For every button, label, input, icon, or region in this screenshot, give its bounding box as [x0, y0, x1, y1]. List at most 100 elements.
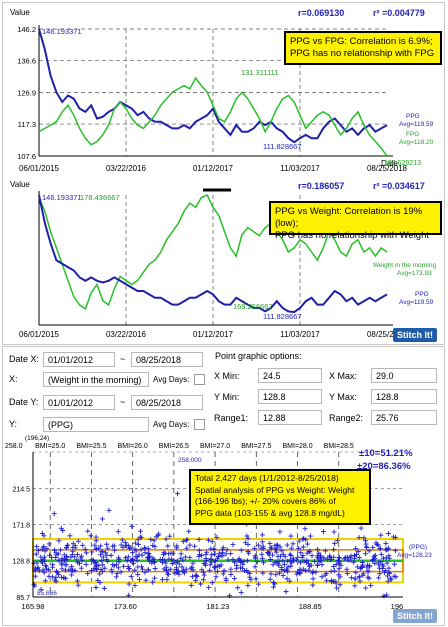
y-avg-days-checkbox[interactable]: [194, 419, 205, 430]
scatter-point: [135, 564, 141, 570]
scatter-point: [78, 565, 84, 571]
scatter-point: [331, 529, 337, 535]
scatter-point: [354, 564, 360, 570]
scatter-point: [230, 556, 236, 562]
scatter-point: [147, 553, 153, 559]
scatter-point: [82, 546, 88, 552]
scatter-point: [252, 545, 258, 551]
stitch-it-watermark-bottom: Stitch It!: [393, 609, 437, 623]
x-max-field[interactable]: 29.0: [371, 368, 437, 383]
scatter-point: [172, 570, 178, 576]
x-min-label: X Min:: [214, 371, 240, 381]
scatter-point: [231, 575, 237, 581]
scatter-point: [202, 561, 208, 567]
scatter-point: [300, 566, 306, 572]
scatter-point: [163, 536, 169, 542]
y-min-field[interactable]: 128.8: [258, 389, 322, 404]
scatter-point: [207, 567, 213, 573]
scatter-point: [85, 570, 91, 576]
scatter-point: [92, 566, 98, 572]
scatter-point: [279, 566, 285, 572]
scatter-point: [150, 542, 156, 548]
scatter-point: [99, 516, 105, 522]
scatter-bmi-label: BMI=27.5: [241, 443, 271, 450]
scatter-point: [93, 585, 99, 591]
scatter-point: [69, 572, 75, 578]
scatter-point: [212, 551, 218, 557]
scatter-point: [363, 551, 369, 557]
scatter-point: [386, 565, 392, 571]
scatter-point: [102, 565, 108, 571]
scatter-point: [351, 559, 357, 565]
date-x-from-field[interactable]: 01/01/2012: [43, 352, 115, 367]
top-charts-svg: Value r=0.069130 r² =0.004779 146.2 136.6…: [10, 8, 436, 339]
scatter-point: [363, 585, 369, 591]
scatter-point: [368, 582, 374, 588]
date-y-from-field[interactable]: 01/01/2012: [43, 395, 115, 410]
scatter-point: [216, 553, 222, 559]
scatter-y-tick-label: 171.8: [12, 523, 30, 530]
range1-field[interactable]: 12.88: [258, 410, 322, 425]
scatter-point: [343, 554, 349, 560]
scatter-point: [142, 569, 148, 575]
scatter-point: [93, 562, 99, 568]
scatter-point: [376, 560, 382, 566]
x-avg-days-checkbox[interactable]: [194, 374, 205, 385]
scatter-point: [324, 578, 330, 584]
scatter-point: [163, 560, 169, 566]
scatter-point: [267, 576, 273, 582]
y-max-field[interactable]: 128.8: [371, 389, 437, 404]
range2-label: Range2:: [329, 413, 364, 423]
scatter-point: [288, 563, 294, 569]
scatter-point: [372, 560, 378, 566]
chart1-x-tick-label: 01/12/2017: [193, 164, 234, 173]
scatter-point: [378, 559, 384, 565]
scatter-point: [196, 537, 202, 543]
scatter-point: [383, 568, 389, 574]
x-variable-field[interactable]: (Weight in the morning): [43, 372, 149, 387]
x-min-field[interactable]: 24.5: [258, 368, 322, 383]
scatter-point: [90, 557, 96, 563]
chart2-x-tick-label: 11/03/2017: [280, 330, 320, 339]
date-x-to-field[interactable]: 08/25/2018: [131, 352, 203, 367]
chart1-y-tick-label: 107.6: [17, 152, 36, 161]
scatter-point: [252, 564, 258, 570]
scatter-point: [254, 559, 260, 565]
chart1-annotation-fpg-max: 131.311111: [241, 68, 278, 77]
scatter-point: [137, 528, 143, 534]
scatter-point: [204, 549, 210, 555]
scatter-point: [386, 571, 392, 577]
range2-field[interactable]: 25.76: [371, 410, 437, 425]
scatter-point: [188, 566, 194, 572]
chart2-r-value: r=0.186057: [298, 181, 344, 191]
scatter-point: [180, 538, 186, 544]
scatter-point: [336, 572, 342, 578]
scatter-point: [138, 547, 144, 553]
scatter-point: [74, 557, 80, 563]
scatter-point: [41, 570, 47, 576]
scatter-point: [213, 574, 219, 580]
scatter-point: [245, 583, 251, 589]
chart2-x-tick-label: 01/12/2017: [193, 330, 234, 339]
scatter-point: [75, 559, 81, 565]
scatter-point: [267, 540, 273, 546]
y-variable-field[interactable]: (PPG): [43, 417, 149, 432]
scatter-point: [355, 549, 361, 555]
scatter-point: [118, 569, 124, 575]
date-y-to-field[interactable]: 08/25/2018: [131, 395, 203, 410]
scatter-point: [38, 587, 44, 593]
scatter-point: [142, 545, 148, 551]
scatter-point: [203, 557, 209, 563]
scatter-point: [53, 578, 59, 584]
scatter-point: [353, 570, 359, 576]
scatter-point: [125, 563, 131, 569]
chart1-annotation-max: 146.193371: [42, 27, 82, 36]
scatter-point: [156, 531, 162, 537]
scatter-point: [240, 561, 246, 567]
scatter-point: [358, 525, 364, 531]
date-y-label: Date Y:: [9, 397, 39, 407]
scatter-point: [165, 571, 171, 577]
scatter-point: [364, 564, 370, 570]
scatter-point: [83, 561, 89, 567]
scatter-point: [153, 534, 159, 540]
